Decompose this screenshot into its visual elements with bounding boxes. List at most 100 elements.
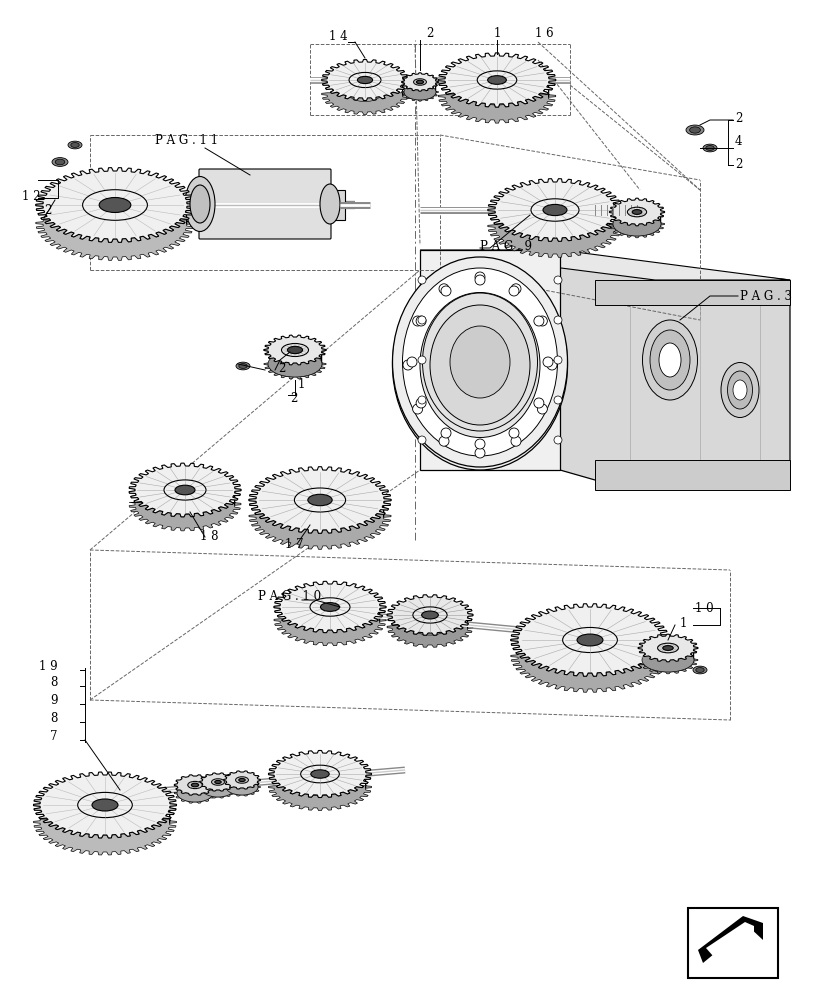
Ellipse shape bbox=[215, 780, 221, 784]
Ellipse shape bbox=[421, 611, 438, 619]
Circle shape bbox=[402, 360, 413, 370]
Ellipse shape bbox=[577, 634, 602, 646]
Circle shape bbox=[418, 316, 426, 324]
Ellipse shape bbox=[68, 141, 82, 149]
Ellipse shape bbox=[236, 362, 250, 370]
Text: 1 8: 1 8 bbox=[200, 530, 218, 543]
Text: 4: 4 bbox=[734, 135, 741, 148]
Circle shape bbox=[509, 428, 518, 438]
Ellipse shape bbox=[287, 346, 302, 354]
Text: 1: 1 bbox=[297, 378, 305, 391]
Text: 1 9: 1 9 bbox=[39, 660, 58, 673]
Text: 2: 2 bbox=[734, 158, 741, 171]
Ellipse shape bbox=[238, 778, 245, 782]
Ellipse shape bbox=[413, 79, 426, 85]
Polygon shape bbox=[274, 581, 386, 633]
Text: 1 4: 1 4 bbox=[329, 30, 347, 43]
Circle shape bbox=[554, 316, 561, 324]
Polygon shape bbox=[477, 75, 516, 105]
Ellipse shape bbox=[191, 783, 198, 787]
Ellipse shape bbox=[562, 627, 617, 653]
Ellipse shape bbox=[695, 668, 704, 672]
Polygon shape bbox=[83, 196, 147, 238]
Ellipse shape bbox=[631, 210, 641, 214]
Text: 1: 1 bbox=[493, 27, 500, 40]
Ellipse shape bbox=[531, 199, 578, 221]
Text: 1 0: 1 0 bbox=[695, 602, 713, 615]
Polygon shape bbox=[349, 76, 381, 102]
Circle shape bbox=[554, 396, 561, 404]
Ellipse shape bbox=[319, 184, 340, 224]
Ellipse shape bbox=[419, 292, 540, 438]
Polygon shape bbox=[705, 922, 753, 956]
Ellipse shape bbox=[402, 268, 557, 456]
Polygon shape bbox=[268, 773, 371, 811]
Polygon shape bbox=[321, 79, 408, 115]
Text: 2: 2 bbox=[426, 27, 433, 40]
FancyBboxPatch shape bbox=[199, 169, 331, 239]
Ellipse shape bbox=[392, 257, 567, 467]
Ellipse shape bbox=[542, 204, 566, 216]
Polygon shape bbox=[129, 463, 241, 517]
Ellipse shape bbox=[642, 320, 697, 400]
Ellipse shape bbox=[301, 765, 339, 783]
Circle shape bbox=[554, 356, 561, 364]
Ellipse shape bbox=[201, 781, 233, 797]
Text: 1 6: 1 6 bbox=[534, 27, 553, 40]
Ellipse shape bbox=[238, 364, 247, 368]
Polygon shape bbox=[274, 606, 386, 646]
Text: P A G . 3: P A G . 3 bbox=[739, 290, 791, 303]
Polygon shape bbox=[637, 647, 697, 674]
Circle shape bbox=[536, 404, 547, 414]
Circle shape bbox=[406, 357, 417, 367]
Ellipse shape bbox=[434, 308, 524, 416]
Circle shape bbox=[510, 284, 520, 294]
Ellipse shape bbox=[310, 598, 350, 616]
Circle shape bbox=[415, 316, 426, 326]
Polygon shape bbox=[510, 604, 668, 676]
Text: 8: 8 bbox=[51, 676, 58, 689]
Polygon shape bbox=[199, 773, 236, 791]
Ellipse shape bbox=[657, 643, 677, 653]
Ellipse shape bbox=[177, 784, 213, 802]
Circle shape bbox=[438, 284, 449, 294]
Circle shape bbox=[533, 398, 543, 408]
Polygon shape bbox=[387, 595, 473, 635]
Ellipse shape bbox=[649, 330, 689, 390]
Ellipse shape bbox=[413, 607, 446, 623]
Ellipse shape bbox=[689, 127, 699, 133]
Ellipse shape bbox=[658, 343, 680, 377]
Ellipse shape bbox=[400, 268, 559, 462]
Bar bbox=[595, 280, 789, 305]
Polygon shape bbox=[321, 59, 408, 101]
Ellipse shape bbox=[164, 480, 206, 500]
Polygon shape bbox=[487, 209, 622, 257]
Ellipse shape bbox=[641, 648, 693, 672]
Polygon shape bbox=[36, 168, 194, 242]
Ellipse shape bbox=[702, 144, 716, 152]
Text: P A G . 9: P A G . 9 bbox=[479, 240, 532, 253]
Polygon shape bbox=[301, 769, 339, 796]
Polygon shape bbox=[264, 335, 326, 365]
Ellipse shape bbox=[662, 646, 672, 650]
Ellipse shape bbox=[357, 76, 372, 84]
Text: 1: 1 bbox=[679, 617, 686, 630]
Text: 1 7: 1 7 bbox=[285, 538, 303, 551]
Text: 9: 9 bbox=[51, 694, 58, 707]
Polygon shape bbox=[419, 250, 559, 470]
Circle shape bbox=[412, 404, 422, 414]
Polygon shape bbox=[268, 750, 371, 798]
Polygon shape bbox=[487, 179, 622, 241]
Circle shape bbox=[474, 448, 484, 458]
Circle shape bbox=[441, 286, 450, 296]
Ellipse shape bbox=[349, 72, 381, 88]
Ellipse shape bbox=[188, 781, 202, 789]
Circle shape bbox=[536, 316, 547, 326]
Polygon shape bbox=[34, 772, 176, 838]
Circle shape bbox=[415, 398, 426, 408]
Circle shape bbox=[509, 286, 518, 296]
Ellipse shape bbox=[404, 84, 436, 100]
Polygon shape bbox=[531, 203, 578, 237]
Text: P A G . 1 1: P A G . 1 1 bbox=[155, 134, 218, 147]
Ellipse shape bbox=[732, 380, 746, 400]
